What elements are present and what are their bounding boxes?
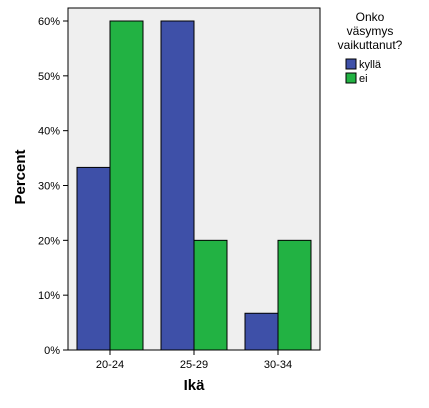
bar-kyllä-30-34 bbox=[244, 312, 279, 351]
bar-kyllä-25-29 bbox=[160, 20, 195, 351]
bar-ei-20-24 bbox=[109, 20, 144, 351]
y-tick-label: 20% bbox=[38, 235, 60, 247]
legend-swatch-kyllä bbox=[345, 58, 357, 70]
legend-label-kyllä: kyllä bbox=[359, 59, 382, 71]
bar-ei-30-34 bbox=[277, 239, 312, 351]
y-tick-label: 40% bbox=[38, 126, 60, 138]
legend-title-line-2: väsymys bbox=[347, 24, 394, 38]
bar-ei-25-29 bbox=[193, 239, 228, 351]
legend-title-line-1: Onko bbox=[356, 10, 385, 24]
legend-label-ei: ei bbox=[359, 73, 368, 85]
bar-kyllä-20-24 bbox=[76, 166, 111, 351]
y-tick-label: 10% bbox=[38, 290, 60, 302]
y-tick-label: 30% bbox=[38, 181, 60, 193]
y-axis: 0% 10% 20% 30% 40% 50% 60% bbox=[38, 16, 68, 357]
y-axis-title: Percent bbox=[12, 149, 29, 204]
y-tick-label: 0% bbox=[44, 345, 60, 357]
legend-title-line-3: vaikuttanut? bbox=[338, 38, 403, 52]
x-tick-label: 25-29 bbox=[180, 359, 208, 371]
x-axis: 20-24 25-29 30-34 bbox=[96, 350, 292, 371]
legend-swatch-ei bbox=[345, 72, 357, 84]
x-tick-label: 30-34 bbox=[264, 359, 292, 371]
bars bbox=[76, 20, 312, 351]
x-axis-title: Ikä bbox=[184, 377, 206, 394]
legend: Onko väsymys vaikuttanut? kyllä ei bbox=[338, 10, 403, 85]
x-tick-label: 20-24 bbox=[96, 359, 124, 371]
y-tick-label: 50% bbox=[38, 71, 60, 83]
y-tick-label: 60% bbox=[38, 16, 60, 28]
